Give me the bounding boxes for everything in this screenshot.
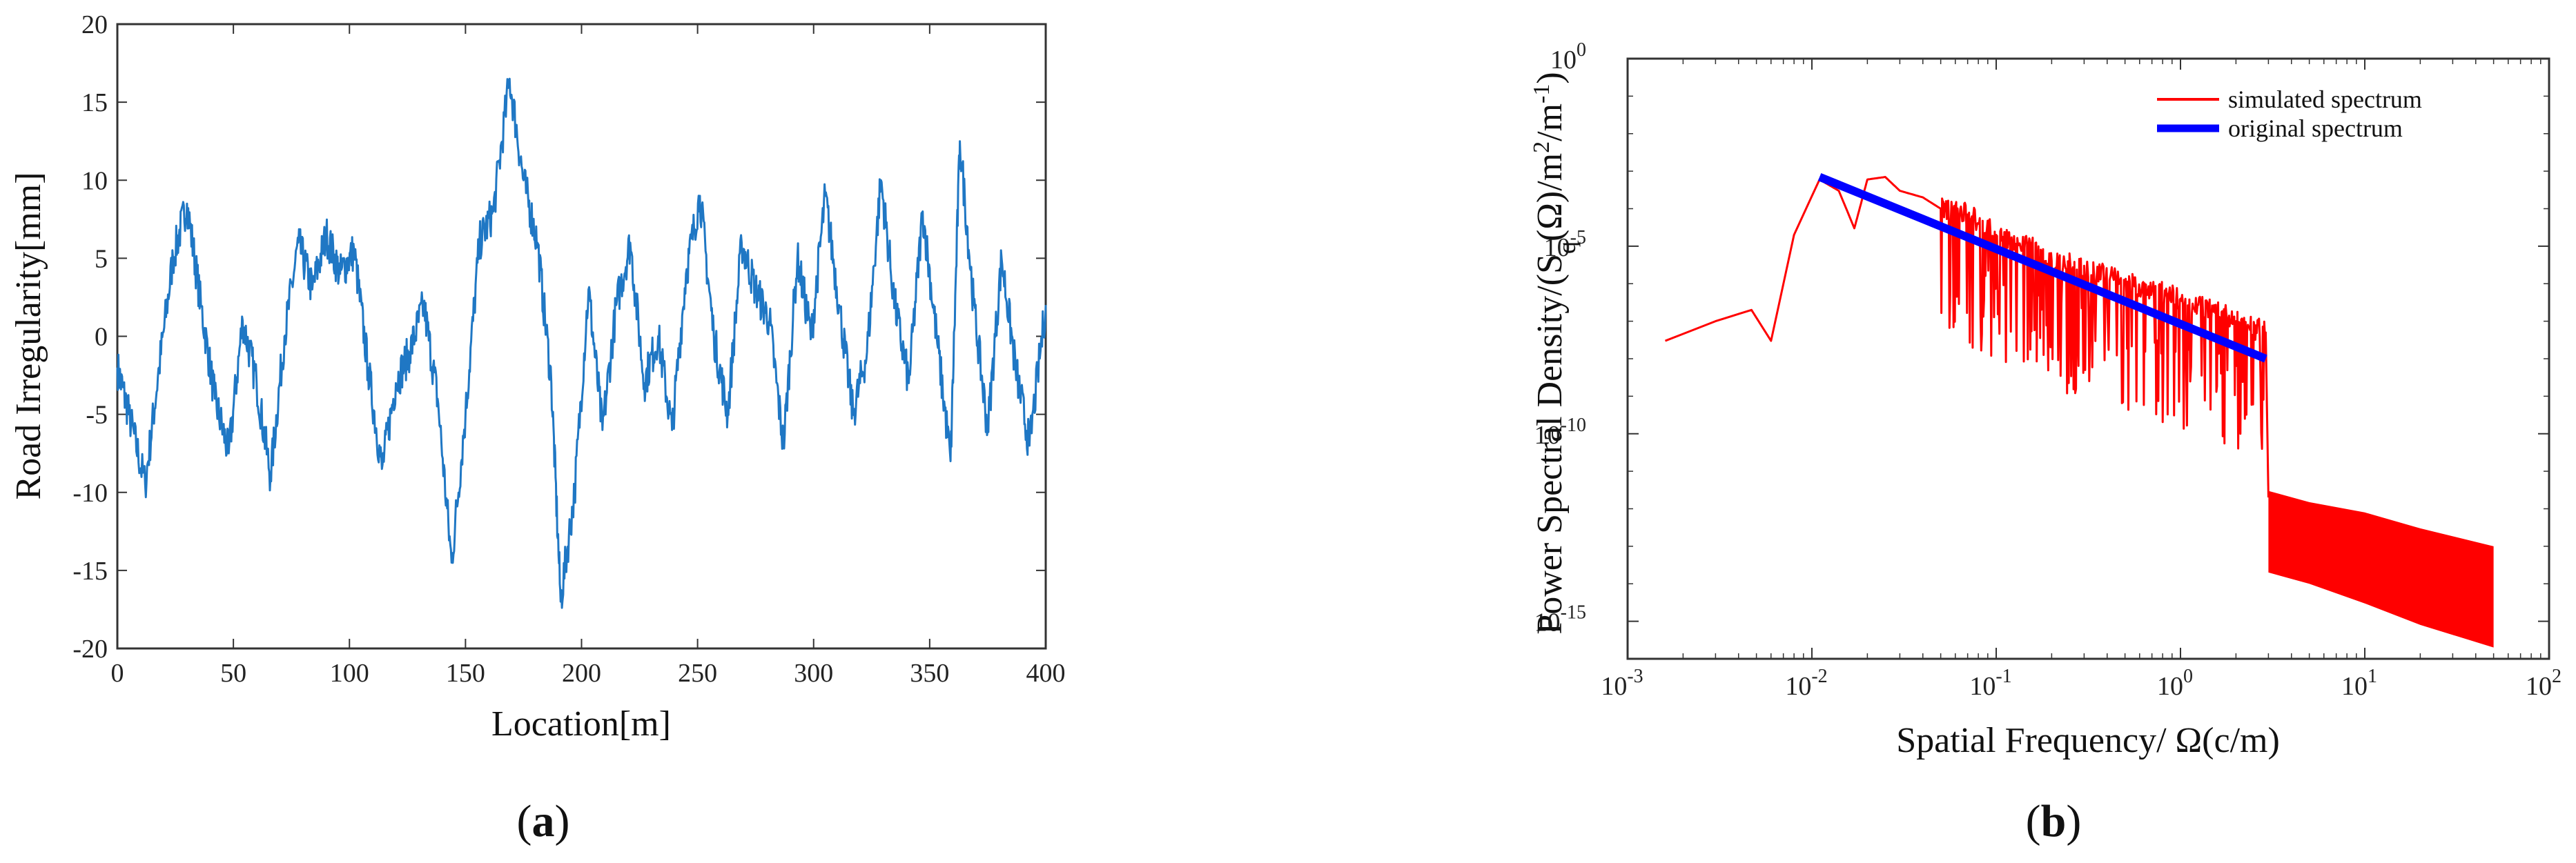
- chart-a-frame: [116, 23, 1047, 650]
- chart-a: 0 50 100 150 200 250 300 350 400 -20 -15 -10 -5 0 5 10 1…: [9, 10, 1066, 846]
- chart-a-ylabel: Road Irregularity[mm]: [9, 172, 48, 499]
- chart-b-series-original-spectrum: [1817, 172, 2267, 363]
- x-tick-label-4: 200: [562, 659, 601, 688]
- chart-a-xlabel: Location[m]: [491, 704, 671, 744]
- y-tick-label-2: -10: [72, 479, 108, 508]
- x-tick-label-0: 0: [111, 659, 124, 688]
- chart-b-simulated-spectrum-band: [2268, 490, 2494, 648]
- y-tick-label-5: 5: [95, 244, 108, 273]
- b-x-tick-label-3: 100: [2157, 666, 2193, 701]
- y-tick-label-1: -15: [72, 557, 108, 586]
- chart-b-ylabel: Power Spectral Density/(Sq(Ω)/m2/m-1): [1529, 72, 1581, 634]
- chart-a-ticks: 0 50 100 150 200 250 300 350 400 -20 -15 -10 -5 0 5 10 1…: [72, 10, 1065, 688]
- b-x-tick-label-1: 10-2: [1785, 666, 1827, 701]
- b-x-tick-label-5: 102: [2526, 666, 2562, 701]
- b-y-tick-label-0: 100: [1550, 39, 1586, 75]
- b-x-tick-label-2: 10-1: [1969, 666, 2011, 701]
- x-tick-label-1: 50: [220, 659, 246, 688]
- y-tick-label-6: 10: [81, 166, 108, 195]
- x-tick-label-8: 400: [1026, 659, 1066, 688]
- x-tick-label-3: 150: [446, 659, 485, 688]
- b-x-tick-label-0: 10-3: [1601, 666, 1643, 701]
- y-tick-label-8: 20: [81, 10, 108, 39]
- chart-b-series-simulated-spectrum: [1664, 176, 2270, 498]
- y-tick-label-4: 0: [95, 323, 108, 352]
- y-tick-label-0: -20: [72, 635, 108, 664]
- b-x-tick-label-4: 101: [2341, 666, 2377, 701]
- legend-label-simulated: simulated spectrum: [2228, 86, 2422, 113]
- chart-b-legend: simulated spectrum original spectrum: [2157, 86, 2422, 142]
- x-tick-label-2: 100: [330, 659, 369, 688]
- chart-a-panel-label: (a): [517, 796, 570, 846]
- legend-label-original: original spectrum: [2228, 115, 2403, 142]
- y-tick-label-7: 15: [81, 88, 108, 117]
- chart-b-panel-label: (b): [2026, 796, 2082, 846]
- chart-a-series-line: [116, 77, 1047, 609]
- x-tick-label-5: 250: [678, 659, 717, 688]
- x-tick-label-6: 300: [794, 659, 833, 688]
- y-tick-label-3: -5: [86, 401, 108, 430]
- chart-b-xlabel: Spatial Frequency/ Ω(c/m): [1896, 721, 2280, 760]
- x-tick-label-7: 350: [910, 659, 949, 688]
